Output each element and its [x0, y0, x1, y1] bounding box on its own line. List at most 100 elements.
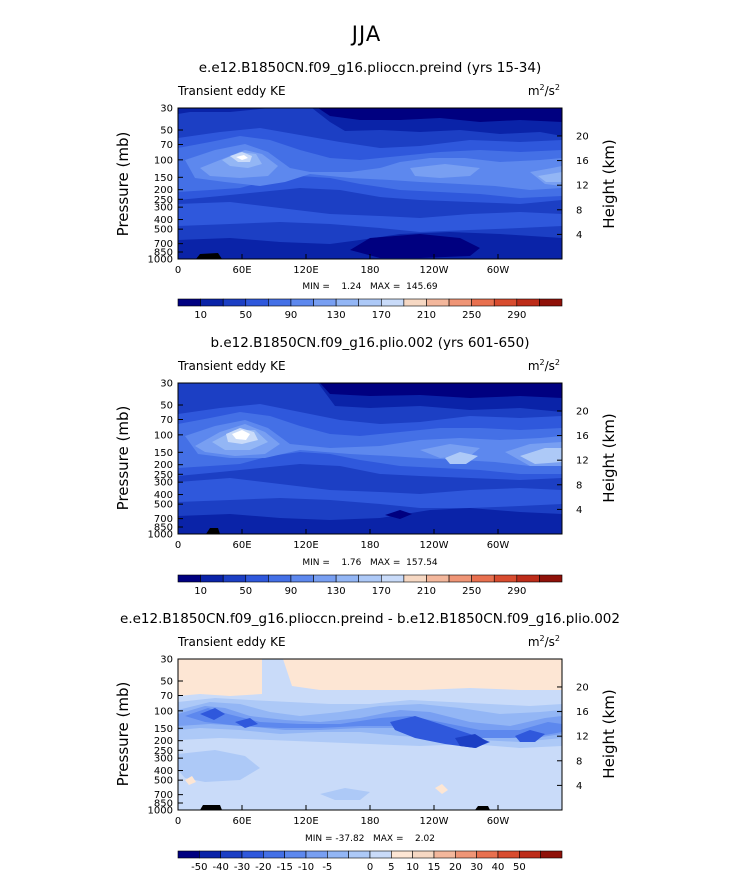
- colorbar-swatch: [222, 574, 247, 583]
- colorbar-swatch: [540, 850, 563, 859]
- colorbar-swatch: [426, 298, 450, 307]
- colorbar-swatch: [177, 574, 201, 583]
- colorbar-label: 50: [239, 310, 252, 321]
- y-tick-label: 250: [154, 746, 173, 757]
- colorbar-label: 90: [285, 586, 298, 597]
- colorbar-swatch: [358, 298, 382, 307]
- colorbar-swatch: [305, 850, 328, 859]
- y-tick-label: 150: [154, 724, 173, 735]
- panel-2-stats: MIN = 1.76 MAX = 157.54: [302, 558, 438, 568]
- colorbar-swatch: [448, 298, 472, 307]
- colorbar-label: 130: [327, 310, 346, 321]
- colorbar-swatch: [327, 850, 349, 859]
- colorbar-swatch: [455, 850, 477, 859]
- x-tick-label: 60W: [487, 540, 510, 551]
- y-tick-label: 70: [160, 691, 173, 702]
- y-tick-label: 400: [154, 766, 173, 777]
- panel-1-title: e.e12.B1850CN.f09_g16.plioccn.preind (yr…: [199, 60, 541, 76]
- y-tick-label: 50: [160, 125, 173, 136]
- y-tick-label: 70: [160, 415, 173, 426]
- y-tick-label: 50: [160, 676, 173, 687]
- x-tick-label: 180: [360, 816, 379, 827]
- colorbar-swatch: [369, 850, 392, 859]
- y-tick-label: 100: [154, 155, 173, 166]
- colorbar-label: -15: [276, 862, 292, 873]
- colorbar-swatch: [516, 574, 540, 583]
- y2-tick-label: 20: [576, 131, 589, 142]
- colorbar-label: 5: [388, 862, 394, 873]
- colorbar-label: -50: [191, 862, 207, 873]
- panel-1-stats: MIN = 1.24 MAX = 145.69: [302, 282, 438, 292]
- colorbar-label: -40: [212, 862, 228, 873]
- colorbar-swatch: [448, 574, 472, 583]
- y-tick-label: 850: [154, 799, 173, 810]
- colorbar-swatch: [200, 298, 224, 307]
- y-tick-label: 500: [154, 776, 173, 787]
- x-tick-label: 120W: [420, 816, 449, 827]
- panel-2-ylabel: Pressure (mb): [114, 406, 132, 511]
- colorbar-label: 210: [417, 586, 436, 597]
- panel-2-title: b.e12.B1850CN.f09_g16.plio.002 (yrs 601-…: [210, 335, 529, 351]
- y2-tick-label: 12: [576, 181, 589, 192]
- colorbar-label: 10: [406, 862, 419, 873]
- y-tick-label: 1000: [148, 255, 173, 266]
- y2-tick-label: 8: [576, 205, 582, 216]
- panel-1-y2label: Height (km): [600, 139, 618, 228]
- y-tick-label: 30: [160, 104, 173, 115]
- panel-3-left-label: Transient eddy KE: [177, 635, 286, 649]
- colorbar-swatch: [380, 298, 405, 307]
- y2-tick-label: 16: [576, 156, 589, 167]
- x-tick-label: 60E: [232, 816, 251, 827]
- x-tick-label: 60E: [232, 540, 251, 551]
- panel-1-units: m2/s2: [528, 83, 560, 98]
- colorbar-swatch: [263, 850, 285, 859]
- y-tick-label: 400: [154, 215, 173, 226]
- colorbar-swatch: [335, 574, 360, 583]
- colorbar-label: 250: [462, 310, 481, 321]
- y2-tick-label: 20: [576, 406, 589, 417]
- panel-2-plot-area: [178, 383, 562, 534]
- y-tick-label: 150: [154, 448, 173, 459]
- colorbar-swatch: [433, 850, 456, 859]
- x-tick-label: 120W: [420, 265, 449, 276]
- colorbar-label: 50: [239, 586, 252, 597]
- colorbar-label: 10: [194, 310, 207, 321]
- x-tick-label: 120E: [293, 816, 318, 827]
- x-tick-label: 120W: [420, 540, 449, 551]
- colorbar-label: 250: [462, 586, 481, 597]
- y2-tick-label: 8: [576, 756, 582, 767]
- colorbar-label: 40: [492, 862, 505, 873]
- y-tick-label: 300: [154, 478, 173, 489]
- colorbar-swatch: [313, 574, 337, 583]
- colorbar-label: 20: [449, 862, 462, 873]
- panel-3-units: m2/s2: [528, 634, 560, 649]
- panel-1: e.e12.B1850CN.f09_g16.plioccn.preind (yr…: [114, 60, 618, 321]
- colorbar-label: 210: [417, 310, 436, 321]
- y-tick-label: 200: [154, 736, 173, 747]
- y-tick-label: 300: [154, 203, 173, 214]
- y-tick-label: 500: [154, 225, 173, 236]
- x-tick-label: 180: [360, 540, 379, 551]
- colorbar-label: -5: [322, 862, 332, 873]
- y-tick-label: 400: [154, 490, 173, 501]
- colorbar-swatch: [403, 298, 427, 307]
- panel-3-axes: 0 60E 120E 180 120W 60W3050701001502002503004…: [148, 655, 589, 828]
- y-tick-label: 700: [154, 239, 173, 250]
- panel-3-stats: MIN = -37.82 MAX = 2.02: [305, 834, 435, 844]
- colorbar-label: -30: [234, 862, 250, 873]
- colorbar-swatch: [471, 298, 495, 307]
- colorbar-swatch: [290, 298, 314, 307]
- colorbar-label: 15: [428, 862, 441, 873]
- colorbar-label: 290: [507, 586, 526, 597]
- y-tick-label: 200: [154, 185, 173, 196]
- colorbar-swatch: [493, 298, 518, 307]
- panel-2: b.e12.B1850CN.f09_g16.plio.002 (yrs 601-…: [114, 335, 618, 597]
- panel-1-axes: 0 60E 120E 180 120W 60W3050701001502002503004…: [148, 104, 589, 277]
- panel-1-ylabel: Pressure (mb): [114, 132, 132, 237]
- panel-3-y2label: Height (km): [600, 689, 618, 778]
- y-tick-label: 50: [160, 400, 173, 411]
- colorbar-swatch: [200, 574, 224, 583]
- x-tick-label: 120E: [293, 265, 318, 276]
- x-tick-label: 0: [175, 265, 181, 276]
- colorbar-swatch: [476, 850, 499, 859]
